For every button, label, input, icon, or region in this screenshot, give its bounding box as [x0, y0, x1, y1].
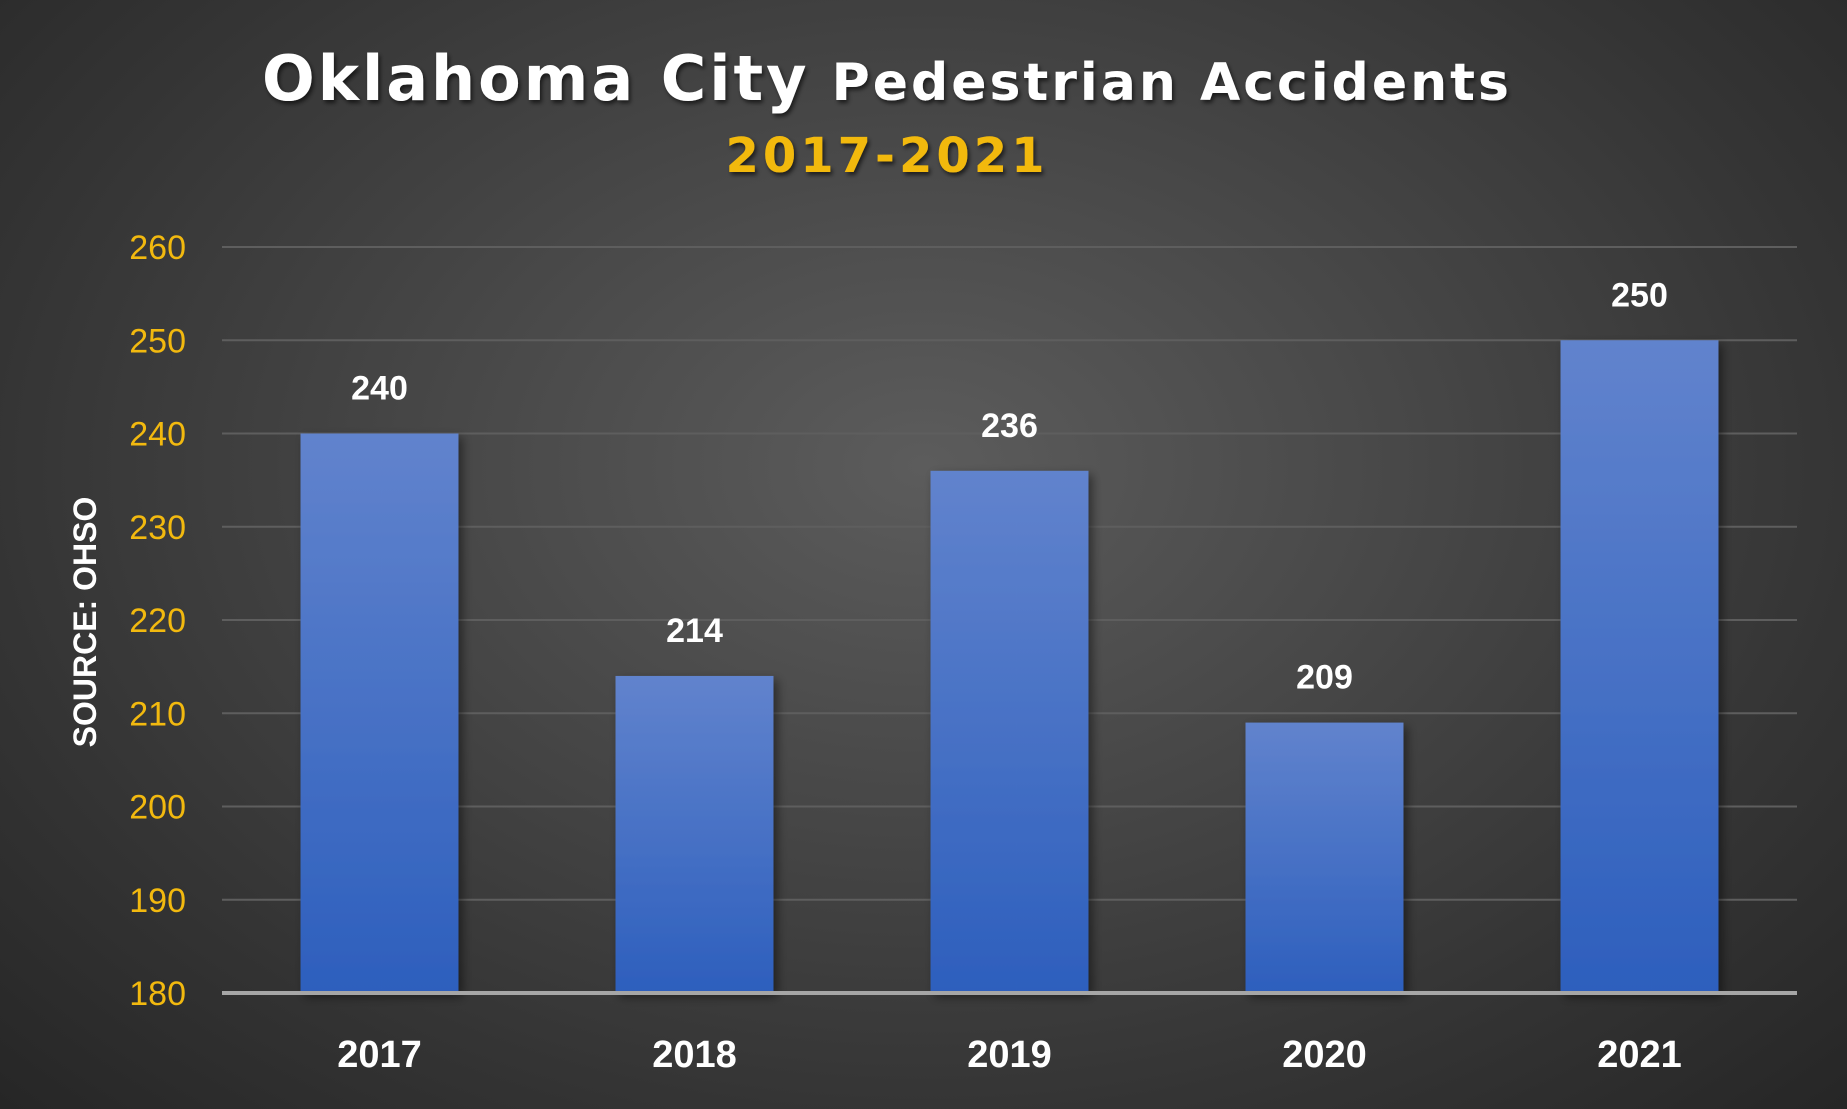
y-tick-label: 240: [129, 416, 186, 454]
y-tick-label: 180: [129, 975, 186, 1013]
y-tick-label: 260: [129, 229, 186, 267]
bar: [300, 433, 459, 993]
data-label: 209: [1296, 659, 1353, 697]
y-tick-label: 190: [129, 882, 186, 920]
x-tick-label: 2019: [967, 1034, 1052, 1076]
x-tick-label: 2020: [1282, 1034, 1367, 1076]
bar: [615, 675, 774, 993]
data-labels: 240 214 236 209 250: [351, 276, 1668, 696]
y-tick-label: 250: [129, 322, 186, 360]
bar: [930, 470, 1089, 993]
y-axis-label: SOURCE: OHSO: [67, 497, 103, 748]
y-tick-label: 220: [129, 602, 186, 640]
x-tick-label: 2017: [337, 1034, 422, 1076]
chart-subtitle: 2017-2021: [725, 128, 1048, 184]
chart-title-part1: Oklahoma City: [262, 42, 810, 115]
data-label: 236: [981, 407, 1038, 445]
x-tick-label: 2021: [1597, 1034, 1682, 1076]
chart-title: Oklahoma City Pedestrian Accidents: [262, 42, 1512, 115]
data-label: 250: [1611, 276, 1668, 314]
y-tick-label: 200: [129, 789, 186, 827]
data-label: 240: [351, 370, 408, 408]
bar: [1560, 340, 1719, 993]
bars: [300, 340, 1719, 993]
x-tick-label: 2018: [652, 1034, 737, 1076]
bar: [1245, 722, 1404, 993]
chart-title-part2: Pedestrian Accidents: [832, 53, 1512, 113]
data-label: 214: [666, 612, 723, 650]
y-tick-label: 230: [129, 509, 186, 547]
x-axis-ticks: 2017 2018 2019 2020 2021: [337, 1034, 1682, 1076]
y-axis-ticks: 180 190 200 210 220 230 240 250 260: [129, 229, 186, 1013]
y-tick-label: 210: [129, 695, 186, 733]
